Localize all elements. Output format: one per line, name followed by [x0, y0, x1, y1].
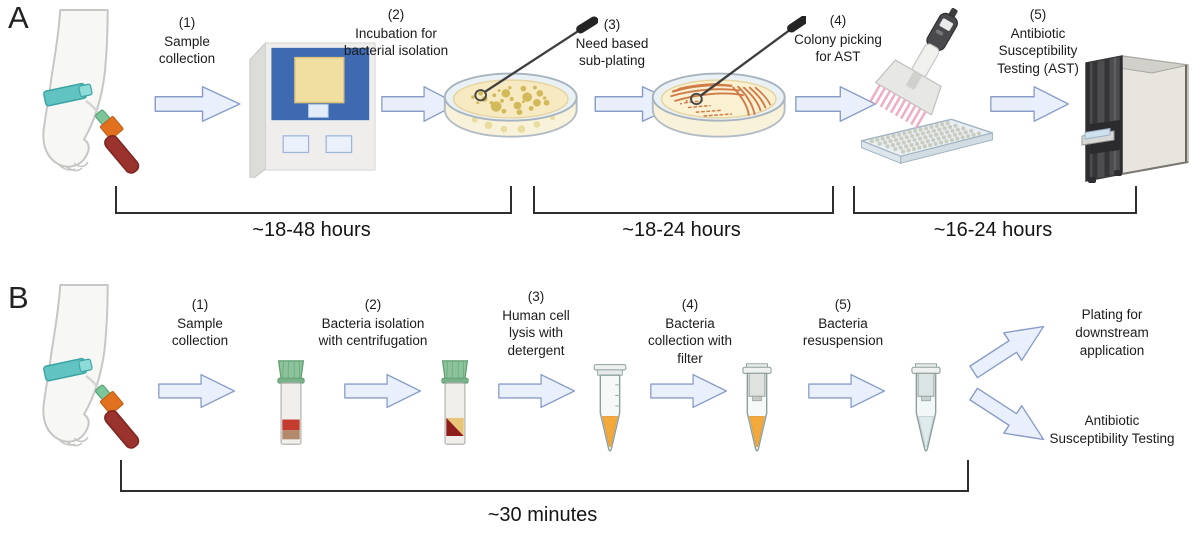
step-b1: (1) Sample collection	[158, 296, 242, 350]
duration-label-a2: ~18-24 hours	[622, 219, 741, 241]
outcome-ast-label: Antibiotic Susceptibility Testing	[1049, 413, 1175, 447]
step-b5: (5) Bacteria resuspension	[784, 296, 902, 350]
step-a4-number: (4)	[829, 13, 847, 28]
step-a2-number: (2)	[387, 7, 405, 22]
panel-b-label: B	[8, 280, 29, 315]
step-a4-label: Colony picking for AST	[794, 31, 882, 65]
step-b5-number: (5)	[834, 297, 852, 312]
flow-arrow-icon	[344, 372, 422, 410]
duration-bracket	[115, 186, 512, 214]
step-b4-number: (4)	[681, 297, 699, 312]
petri-dish-colonies-icon	[438, 16, 599, 153]
flow-arrow-icon	[158, 372, 236, 410]
step-b3: (3) Human cell lysis with detergent	[492, 288, 580, 359]
arrow-up-right-icon	[963, 310, 1056, 389]
step-b2-number: (2)	[364, 297, 382, 312]
step-a3: (3) Need based sub-plating	[562, 16, 662, 70]
resuspended-tube-icon	[904, 362, 948, 462]
flow-arrow-icon	[152, 84, 244, 124]
step-a2-label: Incubation for bacterial isolation	[343, 25, 449, 59]
step-b3-label: Human cell lysis with detergent	[502, 307, 570, 358]
pipette-wellplate-icon	[853, 6, 1001, 179]
step-a5: (5) Antibiotic Susceptibility Testing (A…	[982, 6, 1094, 77]
panel-a-label: A	[8, 0, 29, 35]
step-a3-number: (3)	[603, 17, 621, 32]
filter-tube-icon	[735, 362, 779, 462]
step-b2-label: Bacteria isolation with centrifugation	[318, 315, 428, 349]
flow-arrow-icon	[498, 372, 576, 410]
step-a1-number: (1)	[178, 15, 196, 30]
step-b4-label: Bacteria collection with filter	[647, 315, 733, 366]
flow-arrow-icon	[808, 372, 886, 410]
flow-arrow-icon	[381, 84, 459, 124]
incubator-icon	[246, 36, 378, 183]
step-b1-label: Sample collection	[171, 315, 229, 349]
blood-draw-arm-icon	[20, 283, 145, 456]
centrifuged-tube-icon	[436, 358, 474, 453]
duration-label-b: ~30 minutes	[487, 504, 598, 526]
step-a1-label: Sample collection	[158, 33, 216, 67]
duration-label-a3: ~16-24 hours	[933, 219, 1053, 241]
step-a5-label: Antibiotic Susceptibility Testing (AST)	[997, 25, 1079, 76]
step-b2: (2) Bacteria isolation with centrifugati…	[318, 296, 428, 350]
conical-tube-icon	[588, 362, 632, 462]
step-b1-number: (1)	[191, 297, 209, 312]
step-a3-label: Need based sub-plating	[575, 35, 649, 69]
duration-bracket	[853, 186, 1137, 214]
step-b5-label: Bacteria resuspension	[802, 315, 884, 349]
flow-arrow-icon	[795, 84, 877, 124]
flow-arrow-icon	[650, 372, 728, 410]
flow-arrow-icon	[990, 84, 1070, 124]
duration-bracket	[120, 460, 969, 492]
blood-draw-arm-icon	[20, 8, 145, 181]
duration-label-a1: ~18-48 hours	[252, 219, 371, 241]
ast-instrument-icon	[1080, 50, 1196, 190]
petri-dish-streaks-icon	[646, 15, 809, 153]
step-b4: (4) Bacteria collection with filter	[646, 296, 734, 367]
step-a2: (2) Incubation for bacterial isolation	[342, 6, 450, 60]
step-a1: (1) Sample collection	[145, 14, 229, 68]
duration-bracket	[533, 186, 834, 214]
outcome-plating-label: Plating for downstream application	[1075, 307, 1149, 359]
blood-tube-icon	[272, 358, 310, 453]
step-a5-number: (5)	[1029, 7, 1047, 22]
step-b3-number: (3)	[527, 289, 545, 304]
arrow-down-right-icon	[963, 378, 1056, 457]
step-a4: (4) Colony picking for AST	[794, 12, 882, 66]
